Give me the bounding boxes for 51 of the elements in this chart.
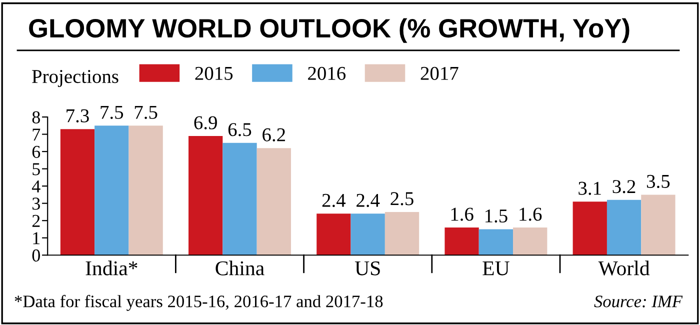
y-tick-label: 4 <box>32 180 40 192</box>
legend-label: 2016 <box>308 66 346 80</box>
legend-label: 2017 <box>420 66 458 80</box>
y-tick-label: 2 <box>32 214 40 227</box>
data-label: 1.6 <box>451 208 474 221</box>
bar <box>572 202 607 256</box>
bar <box>60 129 95 256</box>
bar <box>188 136 223 256</box>
y-tick-label: 6 <box>32 146 40 158</box>
bar <box>513 228 548 256</box>
data-label: 1.5 <box>486 209 508 223</box>
x-tick-label: World <box>598 260 650 276</box>
data-label: 6.9 <box>194 116 217 130</box>
y-tick-label: 3 <box>32 198 40 210</box>
bar <box>94 126 129 256</box>
bar <box>128 126 163 256</box>
bar <box>478 229 514 256</box>
bar <box>350 214 385 256</box>
x-tick-label: India* <box>86 260 138 276</box>
y-tick-label: 5 <box>32 163 40 176</box>
data-label: 2.4 <box>356 194 380 208</box>
data-label: 1.6 <box>520 208 542 221</box>
x-tick-label: US <box>354 261 380 276</box>
bar <box>316 214 351 256</box>
y-tick-label: 8 <box>32 111 40 124</box>
bar <box>444 228 479 256</box>
data-label: 7.3 <box>66 109 89 122</box>
legend-label: 2015 <box>195 66 233 80</box>
data-label: 6.2 <box>262 128 285 142</box>
x-tick-label: China <box>216 260 264 276</box>
x-tick-label: EU <box>482 261 510 276</box>
data-label: 2.4 <box>322 194 346 208</box>
bar <box>641 194 676 256</box>
y-tick-label: 0 <box>32 249 40 262</box>
bar <box>606 200 642 256</box>
data-label: 3.2 <box>612 180 636 194</box>
source-note: Source: IMF <box>594 296 683 308</box>
data-label: 2.5 <box>390 192 414 206</box>
bar <box>256 148 291 256</box>
y-tick-label: 1 <box>33 232 40 244</box>
data-label: 7.5 <box>134 106 158 119</box>
data-label: 3.5 <box>646 174 670 188</box>
bar <box>222 142 257 256</box>
legend-title: Projections <box>32 70 118 88</box>
data-label: 3.1 <box>578 182 601 195</box>
data-label: 7.5 <box>100 106 124 119</box>
text: *Data for fiscal years 2015-16, 2016-17 and 2017-18 <box>14 294 383 311</box>
chart-title: GLOOMY WORLD OUTLOOK (% GROWTH, YoY) <box>29 18 630 43</box>
data-label: 6.5 <box>228 123 252 136</box>
y-tick-label: 7 <box>32 128 40 141</box>
bar <box>384 212 420 256</box>
